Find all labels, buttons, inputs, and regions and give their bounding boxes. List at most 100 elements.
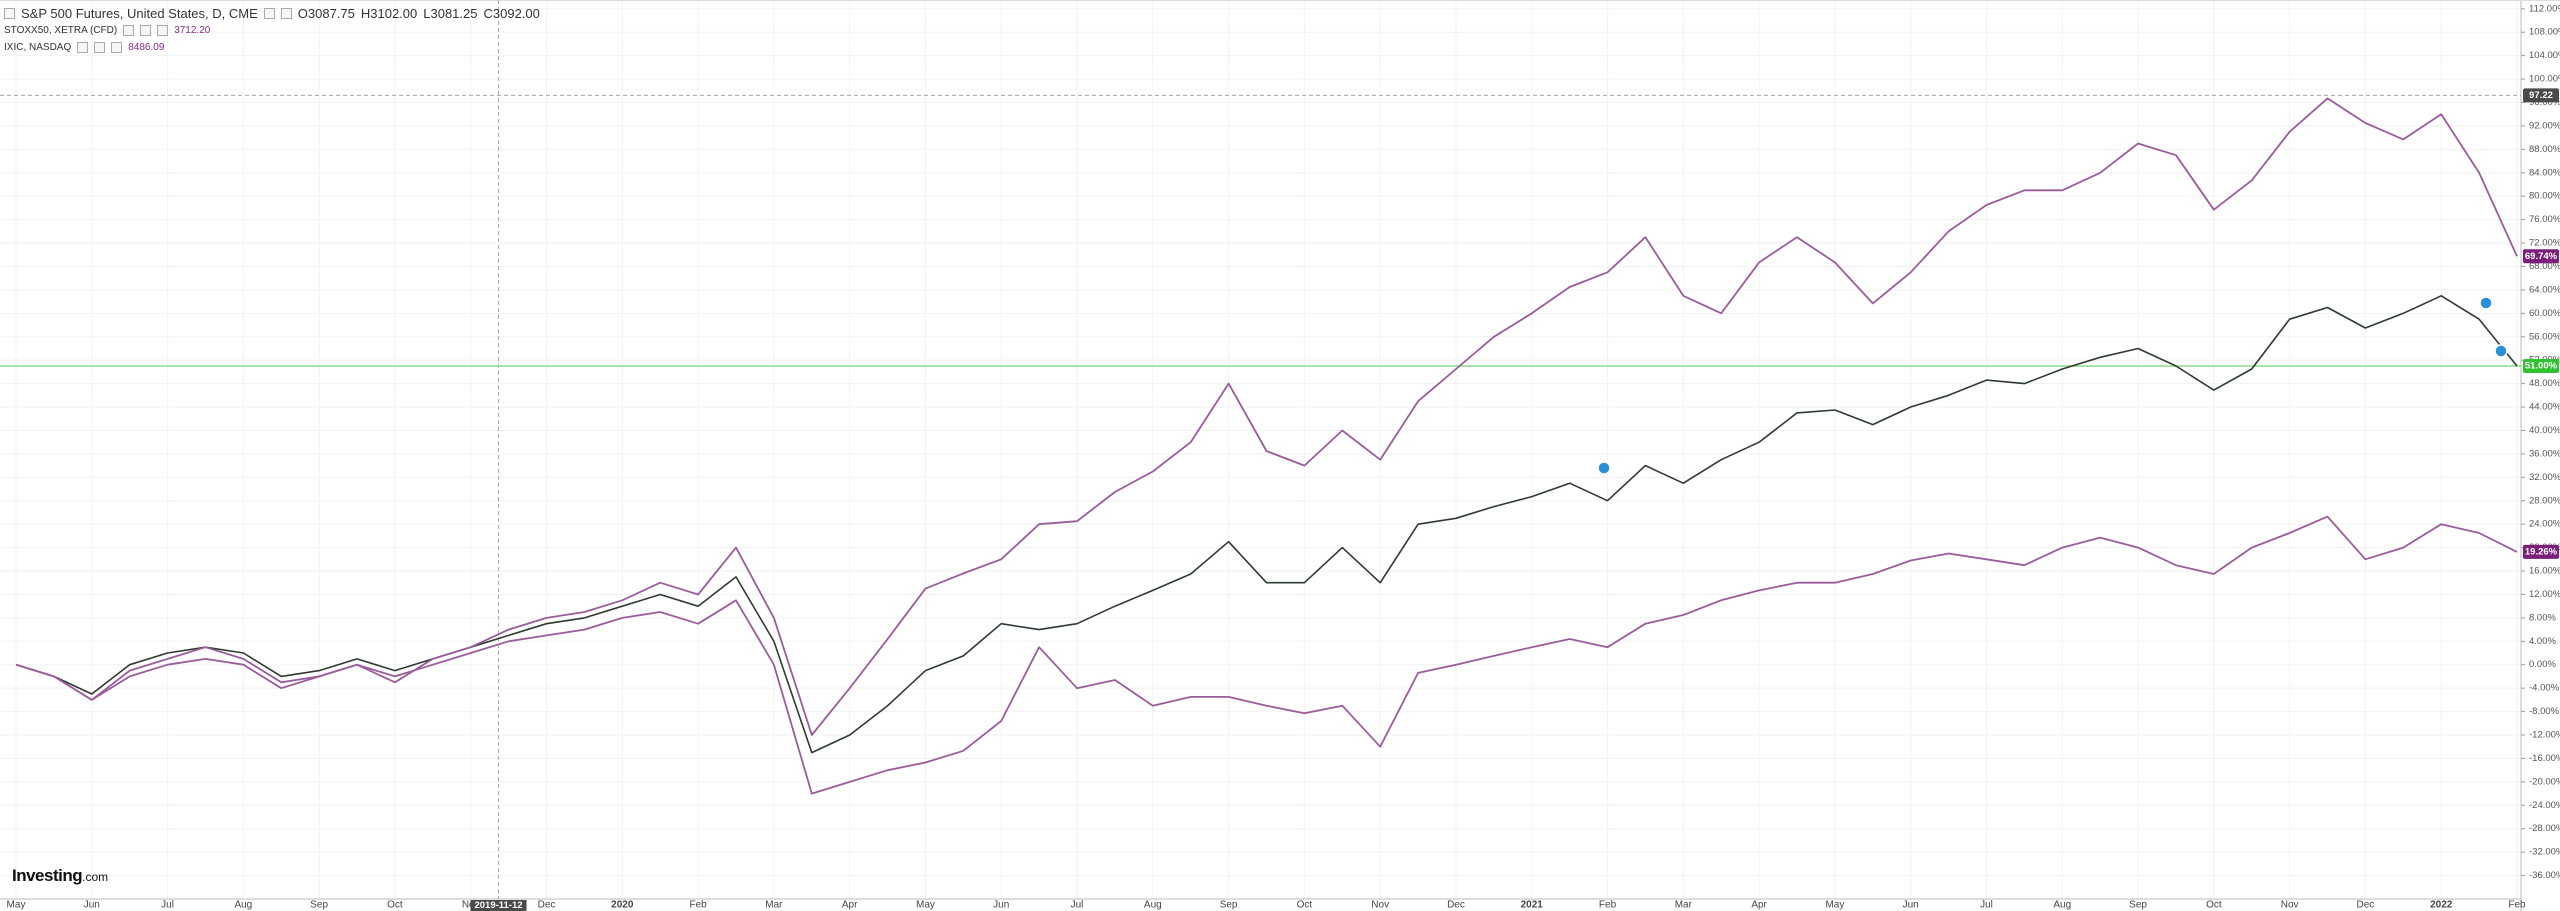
x-tick-label: Jun [993,900,1009,911]
legend-name: STOXX50, XETRA (CFD) [4,25,118,36]
last-value-label: 69.74% [2525,251,2558,262]
x-tick-label: Aug [1144,900,1162,911]
x-tick-label: Dec [2357,900,2375,911]
y-tick-label: 68.00% [2529,261,2560,272]
y-tick-label: 24.00% [2529,519,2560,530]
y-tick-label: -36.00% [2529,870,2560,881]
x-tick-label: Sep [1220,900,1238,911]
y-tick-label: 4.00% [2529,636,2556,647]
x-tick-label: Jul [1980,900,1993,911]
collapse-icon[interactable] [4,8,15,19]
y-tick-label: 32.00% [2529,472,2560,483]
x-tick-label: Jun [84,900,100,911]
x-tick-label: Feb [2508,900,2526,911]
y-tick-label: 12.00% [2529,589,2560,600]
x-tick-label: 2020 [611,900,634,911]
last-value-label: 51.00% [2525,361,2558,372]
y-tick-label: -28.00% [2529,823,2560,834]
x-tick-label: Aug [2053,900,2071,911]
legend-quote: 8486.09 [128,42,165,53]
legend-quote: 3712.20 [174,25,211,36]
y-tick-label: 8.00% [2529,612,2556,623]
y-tick-label: 84.00% [2529,167,2560,178]
y-tick-label: -8.00% [2529,706,2560,717]
ohlc-close: C3092.00 [483,6,540,21]
x-tick-label: May [1825,900,1844,911]
x-tick-label: Oct [2206,900,2222,911]
watermark-suffix: .com [82,870,109,884]
eye-icon[interactable] [77,42,89,53]
y-tick-label: 108.00% [2529,27,2560,38]
close-icon[interactable] [111,42,123,53]
y-tick-label: 60.00% [2529,308,2560,319]
crosshair-value-label: 97.22 [2529,90,2553,101]
y-tick-label: 16.00% [2529,566,2560,577]
last-value-badge [2523,544,2559,559]
ohlc-high: H3102.00 [360,6,418,21]
x-tick-label: Oct [387,900,403,911]
y-tick-label: 96.00% [2529,97,2560,108]
x-tick-label: Sep [310,900,328,911]
x-tick-label: Mar [1675,900,1693,911]
y-tick-label: 100.00% [2529,74,2560,85]
close-icon[interactable] [157,25,169,36]
x-tick-label: Apr [842,900,858,911]
x-tick-label: Jul [161,900,174,911]
crosshair-date-badge [470,900,527,911]
y-tick-label: 48.00% [2529,378,2560,389]
event-marker [1597,461,1611,475]
y-tick-label: 88.00% [2529,144,2560,155]
x-tick-label: Mar [765,900,783,911]
y-tick-label: -24.00% [2529,800,2560,811]
series-line [15,97,2518,736]
last-value-badge [2523,359,2559,374]
watermark: Investing.com [12,866,108,886]
y-tick-label: 56.00% [2529,331,2560,342]
close-icon[interactable] [280,8,292,19]
series-line [15,515,2518,795]
y-tick-label: 104.00% [2529,50,2560,61]
settings-icon[interactable] [94,42,106,53]
last-value-badge [2523,249,2559,264]
x-tick-label: Aug [234,900,252,911]
last-value-label: 19.26% [2525,546,2558,557]
legend-name: S&P 500 Futures, United States, D, CME [21,6,258,21]
x-tick-label: Dec [1447,900,1465,911]
y-tick-label: 76.00% [2529,214,2560,225]
y-tick-label: 0.00% [2529,659,2556,670]
y-tick-label: 28.00% [2529,495,2560,506]
legend-name: IXIC, NASDAQ [4,42,72,53]
y-tick-label: -32.00% [2529,847,2560,858]
y-tick-label: -4.00% [2529,683,2560,694]
event-marker [2479,296,2493,310]
x-tick-label: Jul [1071,900,1084,911]
x-tick-label: Sep [2129,900,2147,911]
x-tick-label: Nov [2281,900,2299,911]
x-tick-label: 2021 [1521,900,1544,911]
y-tick-label: 80.00% [2529,191,2560,202]
x-tick-label: Jun [1903,900,1919,911]
crosshair-date-label: 2019-11-12 [474,900,522,911]
settings-icon[interactable] [263,8,275,19]
ohlc-low: L3081.25 [423,6,478,21]
legend-row: STOXX50, XETRA (CFD) 3712.20 [4,25,210,36]
settings-icon[interactable] [140,25,152,36]
eye-icon[interactable] [123,25,135,36]
y-tick-label: 64.00% [2529,284,2560,295]
y-tick-label: 36.00% [2529,448,2560,459]
y-tick-label: 40.00% [2529,425,2560,436]
event-marker [2494,344,2508,358]
y-tick-label: -12.00% [2529,730,2560,741]
x-tick-label: May [916,900,935,911]
x-tick-label: Oct [1297,900,1313,911]
y-tick-label: 72.00% [2529,238,2560,249]
ohlc-open: O3087.75 [297,6,355,21]
y-tick-label: -20.00% [2529,776,2560,787]
legend-row: IXIC, NASDAQ 8486.09 [4,42,164,53]
x-tick-label: Feb [1599,900,1617,911]
y-tick-label: 112.00% [2529,3,2560,14]
x-tick-label: 2022 [2430,900,2453,911]
crosshair-badge [2523,88,2559,103]
x-tick-label: Apr [1751,900,1767,911]
